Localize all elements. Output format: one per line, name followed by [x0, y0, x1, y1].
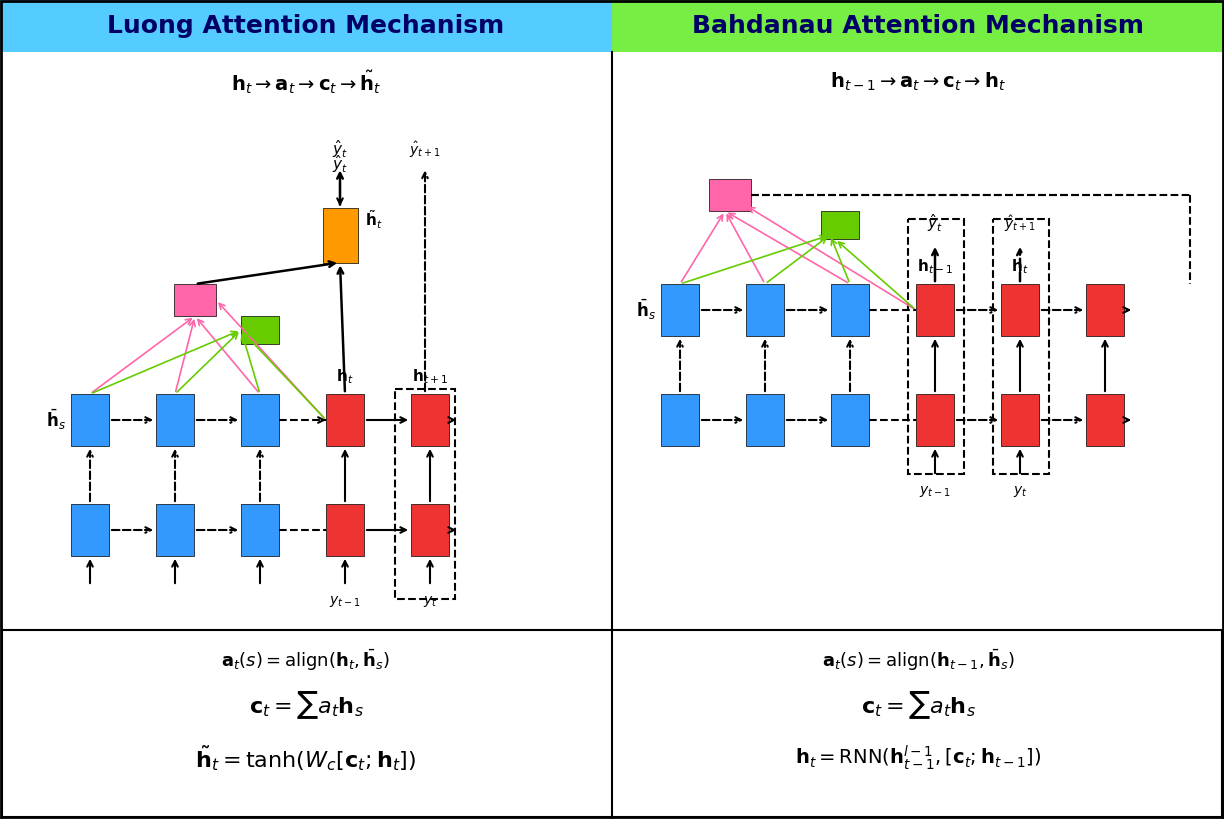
Text: $y_{t}$: $y_{t}$ — [1012, 484, 1027, 499]
FancyBboxPatch shape — [1086, 394, 1124, 446]
FancyBboxPatch shape — [241, 504, 279, 556]
Text: $\mathbf{a}_t$: $\mathbf{a}_t$ — [251, 322, 268, 338]
Text: $\mathbf{h}_t = \mathrm{RNN}(\mathbf{h}^{l-1}_{t-1}, [\mathbf{c}_t; \mathbf{h}_{: $\mathbf{h}_t = \mathrm{RNN}(\mathbf{h}^… — [794, 744, 1042, 772]
FancyBboxPatch shape — [821, 211, 859, 239]
Text: $\mathbf{a}_t$: $\mathbf{a}_t$ — [831, 217, 848, 233]
Text: $\mathbf{h}_t$: $\mathbf{h}_t$ — [337, 367, 354, 386]
FancyBboxPatch shape — [1001, 394, 1039, 446]
FancyBboxPatch shape — [71, 504, 109, 556]
Text: $y_{t-1}$: $y_{t-1}$ — [329, 594, 361, 609]
FancyBboxPatch shape — [326, 504, 364, 556]
Text: Bahdanau Attention Mechanism: Bahdanau Attention Mechanism — [692, 14, 1144, 38]
Text: $\mathbf{a}_t(s) = \mathrm{align}(\mathbf{h}_{t-1}, \bar{\mathbf{h}}_s)$: $\mathbf{a}_t(s) = \mathrm{align}(\mathb… — [821, 647, 1015, 672]
FancyBboxPatch shape — [709, 179, 752, 211]
Text: $\mathbf{c}_t$: $\mathbf{c}_t$ — [722, 188, 738, 203]
Text: $\mathbf{h}_t \rightarrow \mathbf{a}_t \rightarrow \mathbf{c}_t \rightarrow \til: $\mathbf{h}_t \rightarrow \mathbf{a}_t \… — [231, 68, 381, 96]
Text: $\tilde{\mathbf{h}}_t$: $\tilde{\mathbf{h}}_t$ — [365, 209, 383, 231]
Text: $\mathbf{c}_t = \sum a_t \mathbf{h}_s$: $\mathbf{c}_t = \sum a_t \mathbf{h}_s$ — [860, 689, 976, 721]
FancyBboxPatch shape — [322, 207, 357, 263]
Text: $y_{t}$: $y_{t}$ — [422, 594, 437, 609]
Text: $\mathbf{h}_{t-1}$: $\mathbf{h}_{t-1}$ — [917, 257, 953, 276]
FancyBboxPatch shape — [831, 394, 869, 446]
Text: $\hat{y}_{t+1}$: $\hat{y}_{t+1}$ — [1004, 214, 1036, 234]
FancyBboxPatch shape — [326, 394, 364, 446]
FancyBboxPatch shape — [661, 284, 699, 336]
Text: $\bar{\mathbf{h}}_s$: $\bar{\mathbf{h}}_s$ — [636, 298, 656, 322]
FancyBboxPatch shape — [1001, 284, 1039, 336]
FancyBboxPatch shape — [155, 394, 193, 446]
FancyBboxPatch shape — [916, 394, 953, 446]
FancyBboxPatch shape — [916, 284, 953, 336]
FancyBboxPatch shape — [241, 316, 279, 344]
FancyBboxPatch shape — [241, 394, 279, 446]
Text: $\hat{y}_t$: $\hat{y}_t$ — [332, 153, 348, 175]
FancyBboxPatch shape — [411, 504, 449, 556]
FancyBboxPatch shape — [71, 394, 109, 446]
FancyBboxPatch shape — [745, 394, 785, 446]
Text: $\hat{y}_t$: $\hat{y}_t$ — [927, 212, 942, 234]
Text: $\mathbf{h}_{t-1} \rightarrow \mathbf{a}_t \rightarrow \mathbf{c}_t \rightarrow : $\mathbf{h}_{t-1} \rightarrow \mathbf{a}… — [830, 71, 1006, 93]
FancyBboxPatch shape — [2, 630, 1222, 817]
FancyBboxPatch shape — [174, 284, 215, 316]
FancyBboxPatch shape — [661, 394, 699, 446]
FancyBboxPatch shape — [612, 0, 1224, 52]
FancyBboxPatch shape — [1086, 284, 1124, 336]
Text: $\tilde{\mathbf{h}}_t = \tanh(W_c[\mathbf{c}_t; \mathbf{h}_t])$: $\tilde{\mathbf{h}}_t = \tanh(W_c[\mathb… — [196, 743, 416, 773]
FancyBboxPatch shape — [0, 0, 612, 52]
Text: $\mathbf{h}_{t+1}$: $\mathbf{h}_{t+1}$ — [412, 367, 448, 386]
FancyBboxPatch shape — [831, 284, 869, 336]
Text: $\hat{y}_{t+1}$: $\hat{y}_{t+1}$ — [409, 139, 441, 160]
Text: $\mathbf{c}_t = \sum a_t \mathbf{h}_s$: $\mathbf{c}_t = \sum a_t \mathbf{h}_s$ — [248, 689, 364, 721]
FancyBboxPatch shape — [745, 284, 785, 336]
Text: $\hat{y}_t$: $\hat{y}_t$ — [332, 138, 348, 160]
Text: $\mathbf{h}_{t}$: $\mathbf{h}_{t}$ — [1011, 257, 1028, 276]
Text: $y_{t-1}$: $y_{t-1}$ — [919, 484, 951, 499]
Text: $\mathbf{a}_t(s) = \mathrm{align}(\mathbf{h}_t, \bar{\mathbf{h}}_s)$: $\mathbf{a}_t(s) = \mathrm{align}(\mathb… — [222, 647, 390, 672]
Text: $\mathbf{c}_t$: $\mathbf{c}_t$ — [187, 292, 203, 308]
FancyBboxPatch shape — [155, 504, 193, 556]
FancyBboxPatch shape — [411, 394, 449, 446]
Text: Luong Attention Mechanism: Luong Attention Mechanism — [108, 14, 504, 38]
Text: $\bar{\mathbf{h}}_s$: $\bar{\mathbf{h}}_s$ — [47, 408, 66, 432]
